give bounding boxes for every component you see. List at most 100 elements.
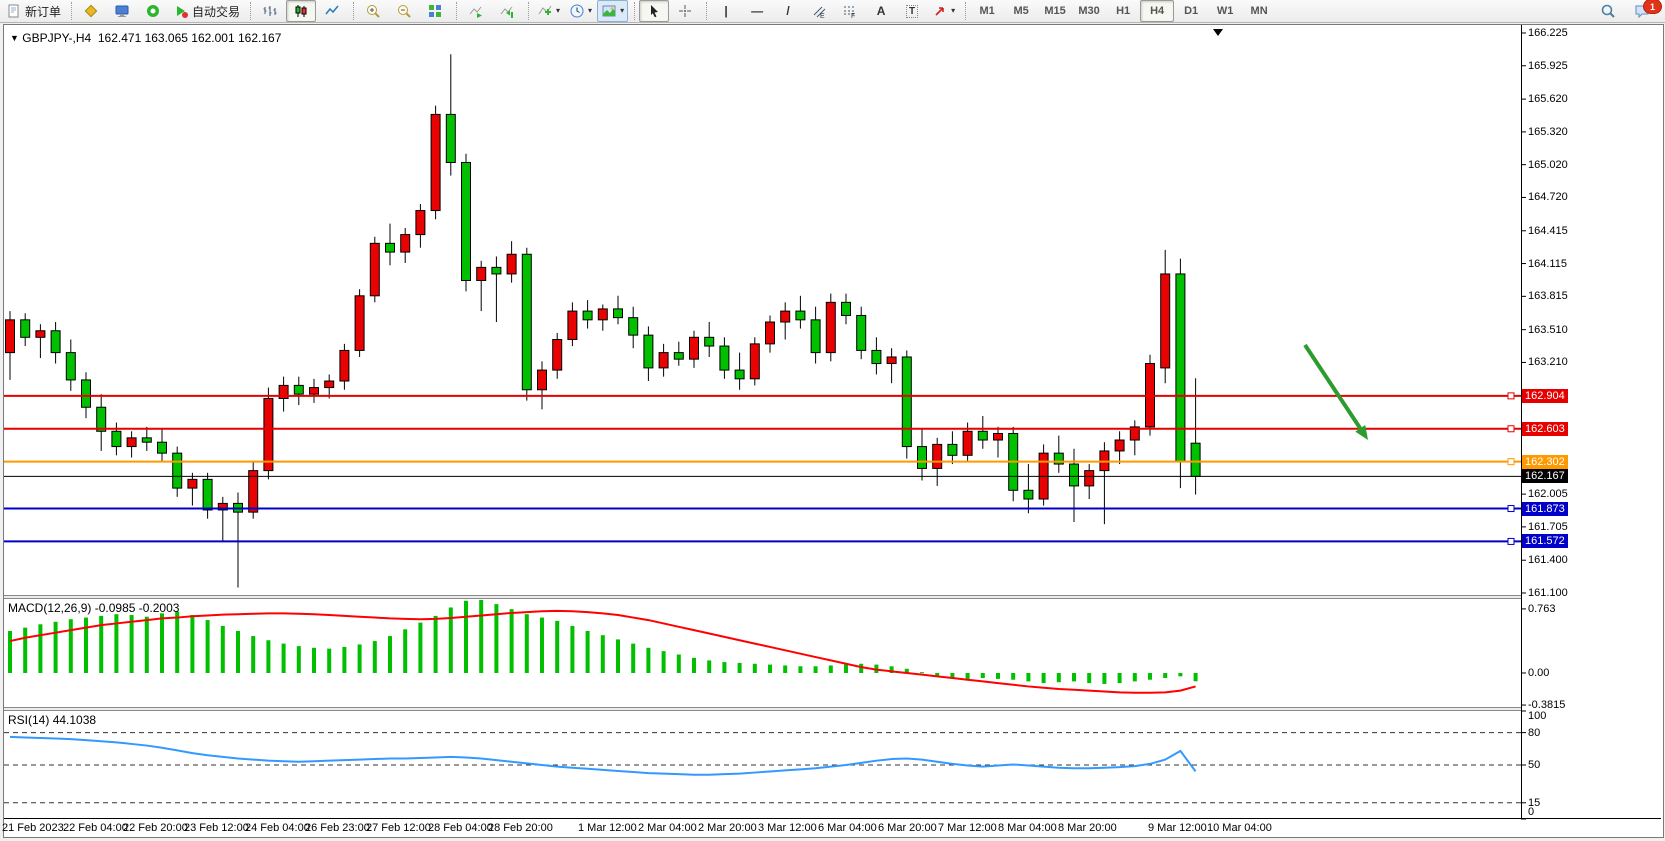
chart-shift-marker[interactable] (1213, 29, 1223, 36)
zoom-out-button[interactable] (389, 0, 419, 22)
notifications-button[interactable]: 1 (1627, 0, 1662, 22)
signals-icon (147, 5, 160, 17)
candlestick-chart-button[interactable] (286, 0, 317, 22)
macd-histogram-bar (144, 616, 149, 673)
candle-body-bull (567, 310, 578, 340)
candle-body-bull (749, 343, 760, 380)
macd-histogram-bar (266, 640, 271, 673)
candle (1129, 420, 1140, 456)
candle-body-bear (1053, 452, 1064, 465)
macd-histogram-bar (600, 635, 605, 673)
candle (111, 422, 122, 456)
timeframe-label: W1 (1216, 5, 1234, 17)
timeframe-button-h4[interactable]: H4 (1140, 0, 1175, 22)
macd-histogram-bar (205, 620, 210, 673)
time-axis-label: 10 Mar 04:00 (1207, 822, 1272, 834)
cursor-icon (651, 5, 659, 18)
text-button[interactable]: A (866, 0, 896, 22)
price-tick-label: 163.510 (1528, 323, 1568, 336)
timeframe-button-h1[interactable]: H1 (1106, 0, 1140, 22)
timeframe-button-m5[interactable]: M5 (1004, 0, 1038, 22)
candle (582, 300, 593, 329)
search-button[interactable] (1593, 0, 1623, 22)
price-badge: 161.873 (1522, 501, 1568, 516)
candle-body-bull (339, 349, 350, 382)
price-tick-label: 165.925 (1528, 59, 1568, 72)
candle-body-bull (552, 338, 563, 371)
pane-divider[interactable] (4, 707, 1521, 711)
macd-histogram-bar (965, 673, 970, 679)
macd-histogram-bar (828, 665, 833, 673)
macd-histogram-bar (160, 613, 164, 673)
timeframe-button-w1[interactable]: W1 (1208, 0, 1242, 22)
timeframe-button-m15[interactable]: M15 (1038, 0, 1072, 22)
label-button[interactable]: T (897, 0, 927, 22)
candle-body-bear (1190, 442, 1201, 477)
autotrading-button[interactable]: 自动交易 (169, 0, 244, 22)
macd-histogram-bar (1178, 673, 1183, 677)
candle (309, 378, 319, 403)
auto-scroll-button[interactable] (461, 0, 491, 22)
cursor-button[interactable] (639, 0, 670, 22)
metaeditor-button[interactable] (76, 0, 106, 22)
chart-shift-button[interactable] (492, 0, 522, 22)
line-end-marker[interactable] (1507, 392, 1515, 400)
candle (430, 105, 441, 220)
candle-body-bull (217, 502, 228, 511)
candle (324, 374, 335, 399)
candle (263, 387, 274, 480)
rsi-name: RSI(14) (8, 713, 50, 727)
trendline-icon: / (786, 4, 790, 18)
candle-body-bull (658, 352, 669, 369)
periods-button[interactable]: ▾ (565, 0, 596, 22)
timeframe-button-m30[interactable]: M30 (1072, 0, 1106, 22)
templates-button[interactable]: ▾ (597, 0, 629, 22)
line-end-marker[interactable] (1507, 537, 1515, 545)
crosshair-button[interactable] (670, 0, 700, 22)
channel-button[interactable]: E (804, 0, 834, 22)
zoom-in-button[interactable] (358, 0, 388, 22)
horizontal-line-icon: — (751, 4, 764, 18)
horizontal-line-button[interactable]: — (742, 0, 772, 22)
arrows-button[interactable]: ▾ (928, 0, 959, 22)
time-axis-label: 8 Mar 20:00 (1058, 822, 1117, 834)
rsi-tick-label: 80 (1528, 726, 1541, 739)
price-badge: 162.167 (1522, 469, 1568, 484)
time-axis-label: 6 Mar 20:00 (878, 822, 937, 834)
line-end-marker[interactable] (1507, 505, 1515, 513)
macd-histogram-bar (920, 672, 924, 674)
chart-dropdown-icon[interactable]: ▼ (10, 33, 19, 43)
market-watch-button[interactable] (107, 0, 137, 22)
pane-divider[interactable] (4, 595, 1521, 599)
annotation-arrow[interactable] (1303, 343, 1362, 430)
fibonacci-button[interactable]: F (835, 0, 865, 22)
rsi-tick-label: 0 (1528, 806, 1535, 818)
macd-histogram-bar (631, 643, 636, 673)
new-order-button[interactable]: 新订单 (2, 0, 65, 22)
timeframe-button-mn[interactable]: MN (1242, 0, 1276, 22)
line-end-marker[interactable] (1507, 458, 1515, 466)
tile-windows-button[interactable] (420, 0, 450, 22)
candle-body-bull (689, 336, 699, 360)
macd-histogram-bar (616, 639, 620, 673)
bar-chart-button[interactable] (255, 0, 285, 22)
timeframe-button-d1[interactable]: D1 (1174, 0, 1208, 22)
macd-tick-label: 0.763 (1528, 602, 1556, 615)
vertical-line-button[interactable]: | (711, 0, 741, 22)
candle-body-bull (126, 437, 137, 448)
line-end-marker[interactable] (1507, 425, 1515, 433)
trendline-button[interactable]: / (773, 0, 803, 22)
timeframe-label: D1 (1184, 5, 1199, 17)
timeframe-button-m1[interactable]: M1 (970, 0, 1004, 22)
macd-histogram-bar (844, 664, 848, 673)
candle (141, 426, 152, 451)
signals-button[interactable] (138, 0, 168, 22)
indicators-button[interactable]: ▾ (533, 0, 564, 22)
rsi-tick-label: 15 (1528, 796, 1541, 809)
macd-histogram-bar (570, 625, 575, 673)
text-icon: A (876, 4, 886, 18)
candle-body-bull (932, 443, 943, 469)
line-chart-button[interactable] (317, 0, 347, 22)
candle (613, 295, 623, 325)
